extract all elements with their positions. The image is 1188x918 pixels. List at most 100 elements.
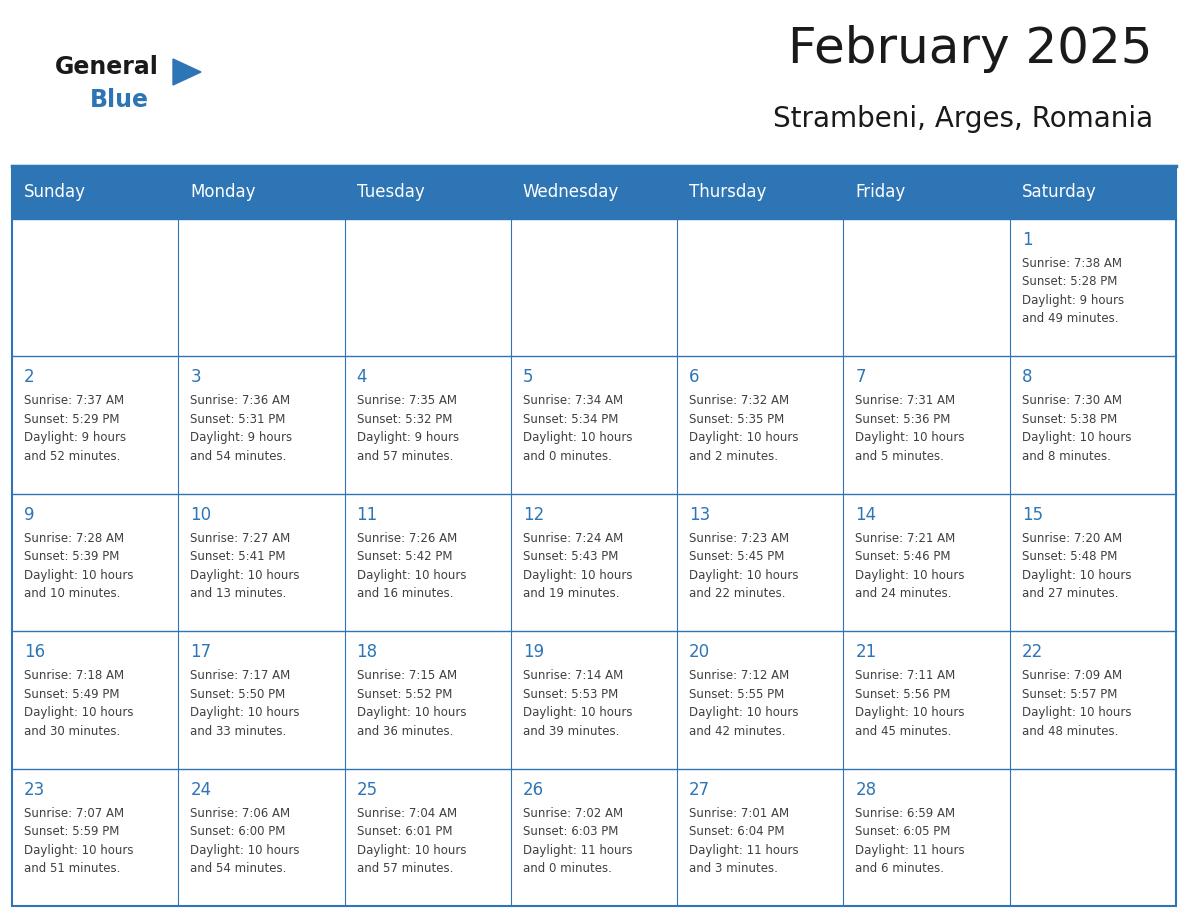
Text: Sunrise: 7:37 AM
Sunset: 5:29 PM
Daylight: 9 hours
and 52 minutes.: Sunrise: 7:37 AM Sunset: 5:29 PM Dayligh…: [24, 395, 126, 463]
Text: Sunrise: 7:20 AM
Sunset: 5:48 PM
Daylight: 10 hours
and 27 minutes.: Sunrise: 7:20 AM Sunset: 5:48 PM Dayligh…: [1022, 532, 1131, 600]
Text: 11: 11: [356, 506, 378, 524]
Text: 16: 16: [24, 644, 45, 661]
Text: Saturday: Saturday: [1022, 184, 1097, 201]
Bar: [511, 219, 677, 356]
Bar: [1010, 632, 1176, 768]
Text: 17: 17: [190, 644, 211, 661]
Bar: [12, 768, 178, 906]
Text: 3: 3: [190, 368, 201, 386]
Bar: [345, 219, 511, 356]
Text: Sunrise: 6:59 AM
Sunset: 6:05 PM
Daylight: 11 hours
and 6 minutes.: Sunrise: 6:59 AM Sunset: 6:05 PM Dayligh…: [855, 807, 965, 875]
Bar: [345, 494, 511, 632]
Text: Sunrise: 7:06 AM
Sunset: 6:00 PM
Daylight: 10 hours
and 54 minutes.: Sunrise: 7:06 AM Sunset: 6:00 PM Dayligh…: [190, 807, 299, 875]
Bar: [843, 356, 1010, 494]
Text: Monday: Monday: [190, 184, 255, 201]
Text: Tuesday: Tuesday: [356, 184, 424, 201]
Bar: [12, 356, 178, 494]
Text: Blue: Blue: [90, 88, 148, 112]
Text: General: General: [55, 55, 159, 79]
Bar: [677, 494, 843, 632]
Text: Sunrise: 7:21 AM
Sunset: 5:46 PM
Daylight: 10 hours
and 24 minutes.: Sunrise: 7:21 AM Sunset: 5:46 PM Dayligh…: [855, 532, 965, 600]
Polygon shape: [173, 59, 201, 85]
Bar: [12, 494, 178, 632]
Text: Sunrise: 7:28 AM
Sunset: 5:39 PM
Daylight: 10 hours
and 10 minutes.: Sunrise: 7:28 AM Sunset: 5:39 PM Dayligh…: [24, 532, 133, 600]
Text: 4: 4: [356, 368, 367, 386]
Bar: [677, 356, 843, 494]
Text: Sunrise: 7:30 AM
Sunset: 5:38 PM
Daylight: 10 hours
and 8 minutes.: Sunrise: 7:30 AM Sunset: 5:38 PM Dayligh…: [1022, 395, 1131, 463]
Bar: [843, 219, 1010, 356]
Text: 5: 5: [523, 368, 533, 386]
Text: Sunrise: 7:18 AM
Sunset: 5:49 PM
Daylight: 10 hours
and 30 minutes.: Sunrise: 7:18 AM Sunset: 5:49 PM Dayligh…: [24, 669, 133, 738]
Bar: [12, 165, 1176, 219]
Text: Sunrise: 7:35 AM
Sunset: 5:32 PM
Daylight: 9 hours
and 57 minutes.: Sunrise: 7:35 AM Sunset: 5:32 PM Dayligh…: [356, 395, 459, 463]
Text: Sunrise: 7:01 AM
Sunset: 6:04 PM
Daylight: 11 hours
and 3 minutes.: Sunrise: 7:01 AM Sunset: 6:04 PM Dayligh…: [689, 807, 798, 875]
Text: Sunrise: 7:36 AM
Sunset: 5:31 PM
Daylight: 9 hours
and 54 minutes.: Sunrise: 7:36 AM Sunset: 5:31 PM Dayligh…: [190, 395, 292, 463]
Bar: [1010, 494, 1176, 632]
Text: 12: 12: [523, 506, 544, 524]
Bar: [1010, 768, 1176, 906]
Text: 1: 1: [1022, 231, 1032, 249]
Text: 10: 10: [190, 506, 211, 524]
Text: 20: 20: [689, 644, 710, 661]
Bar: [12, 165, 1176, 906]
Bar: [178, 632, 345, 768]
Bar: [511, 356, 677, 494]
Bar: [345, 356, 511, 494]
Text: 7: 7: [855, 368, 866, 386]
Text: 2: 2: [24, 368, 34, 386]
Text: 22: 22: [1022, 644, 1043, 661]
Bar: [12, 632, 178, 768]
Text: 27: 27: [689, 780, 710, 799]
Text: Sunrise: 7:26 AM
Sunset: 5:42 PM
Daylight: 10 hours
and 16 minutes.: Sunrise: 7:26 AM Sunset: 5:42 PM Dayligh…: [356, 532, 466, 600]
Text: Thursday: Thursday: [689, 184, 766, 201]
Text: Sunrise: 7:07 AM
Sunset: 5:59 PM
Daylight: 10 hours
and 51 minutes.: Sunrise: 7:07 AM Sunset: 5:59 PM Dayligh…: [24, 807, 133, 875]
Text: 9: 9: [24, 506, 34, 524]
Text: February 2025: February 2025: [789, 25, 1154, 73]
Bar: [511, 768, 677, 906]
Text: 15: 15: [1022, 506, 1043, 524]
Text: Sunrise: 7:27 AM
Sunset: 5:41 PM
Daylight: 10 hours
and 13 minutes.: Sunrise: 7:27 AM Sunset: 5:41 PM Dayligh…: [190, 532, 299, 600]
Text: 14: 14: [855, 506, 877, 524]
Bar: [677, 219, 843, 356]
Text: Sunrise: 7:02 AM
Sunset: 6:03 PM
Daylight: 11 hours
and 0 minutes.: Sunrise: 7:02 AM Sunset: 6:03 PM Dayligh…: [523, 807, 632, 875]
Bar: [178, 494, 345, 632]
Text: Sunrise: 7:14 AM
Sunset: 5:53 PM
Daylight: 10 hours
and 39 minutes.: Sunrise: 7:14 AM Sunset: 5:53 PM Dayligh…: [523, 669, 632, 738]
Text: 18: 18: [356, 644, 378, 661]
Text: Sunrise: 7:15 AM
Sunset: 5:52 PM
Daylight: 10 hours
and 36 minutes.: Sunrise: 7:15 AM Sunset: 5:52 PM Dayligh…: [356, 669, 466, 738]
Text: Sunrise: 7:38 AM
Sunset: 5:28 PM
Daylight: 9 hours
and 49 minutes.: Sunrise: 7:38 AM Sunset: 5:28 PM Dayligh…: [1022, 257, 1124, 326]
Bar: [677, 632, 843, 768]
Bar: [511, 494, 677, 632]
Text: Sunrise: 7:09 AM
Sunset: 5:57 PM
Daylight: 10 hours
and 48 minutes.: Sunrise: 7:09 AM Sunset: 5:57 PM Dayligh…: [1022, 669, 1131, 738]
Text: Friday: Friday: [855, 184, 905, 201]
Bar: [12, 219, 178, 356]
Text: Sunrise: 7:17 AM
Sunset: 5:50 PM
Daylight: 10 hours
and 33 minutes.: Sunrise: 7:17 AM Sunset: 5:50 PM Dayligh…: [190, 669, 299, 738]
Text: Sunrise: 7:11 AM
Sunset: 5:56 PM
Daylight: 10 hours
and 45 minutes.: Sunrise: 7:11 AM Sunset: 5:56 PM Dayligh…: [855, 669, 965, 738]
Text: 23: 23: [24, 780, 45, 799]
Text: Sunrise: 7:34 AM
Sunset: 5:34 PM
Daylight: 10 hours
and 0 minutes.: Sunrise: 7:34 AM Sunset: 5:34 PM Dayligh…: [523, 395, 632, 463]
Bar: [843, 768, 1010, 906]
Text: 28: 28: [855, 780, 877, 799]
Text: 6: 6: [689, 368, 700, 386]
Text: 19: 19: [523, 644, 544, 661]
Bar: [511, 632, 677, 768]
Text: 25: 25: [356, 780, 378, 799]
Text: Sunrise: 7:23 AM
Sunset: 5:45 PM
Daylight: 10 hours
and 22 minutes.: Sunrise: 7:23 AM Sunset: 5:45 PM Dayligh…: [689, 532, 798, 600]
Bar: [843, 632, 1010, 768]
Bar: [345, 768, 511, 906]
Text: Sunrise: 7:12 AM
Sunset: 5:55 PM
Daylight: 10 hours
and 42 minutes.: Sunrise: 7:12 AM Sunset: 5:55 PM Dayligh…: [689, 669, 798, 738]
Bar: [178, 768, 345, 906]
Bar: [178, 219, 345, 356]
Text: 8: 8: [1022, 368, 1032, 386]
Text: 21: 21: [855, 644, 877, 661]
Bar: [345, 632, 511, 768]
Text: Sunday: Sunday: [24, 184, 86, 201]
Bar: [1010, 356, 1176, 494]
Text: Sunrise: 7:24 AM
Sunset: 5:43 PM
Daylight: 10 hours
and 19 minutes.: Sunrise: 7:24 AM Sunset: 5:43 PM Dayligh…: [523, 532, 632, 600]
Text: 26: 26: [523, 780, 544, 799]
Text: 13: 13: [689, 506, 710, 524]
Bar: [677, 768, 843, 906]
Text: Strambeni, Arges, Romania: Strambeni, Arges, Romania: [773, 105, 1154, 133]
Text: Wednesday: Wednesday: [523, 184, 619, 201]
Bar: [843, 494, 1010, 632]
Bar: [1010, 219, 1176, 356]
